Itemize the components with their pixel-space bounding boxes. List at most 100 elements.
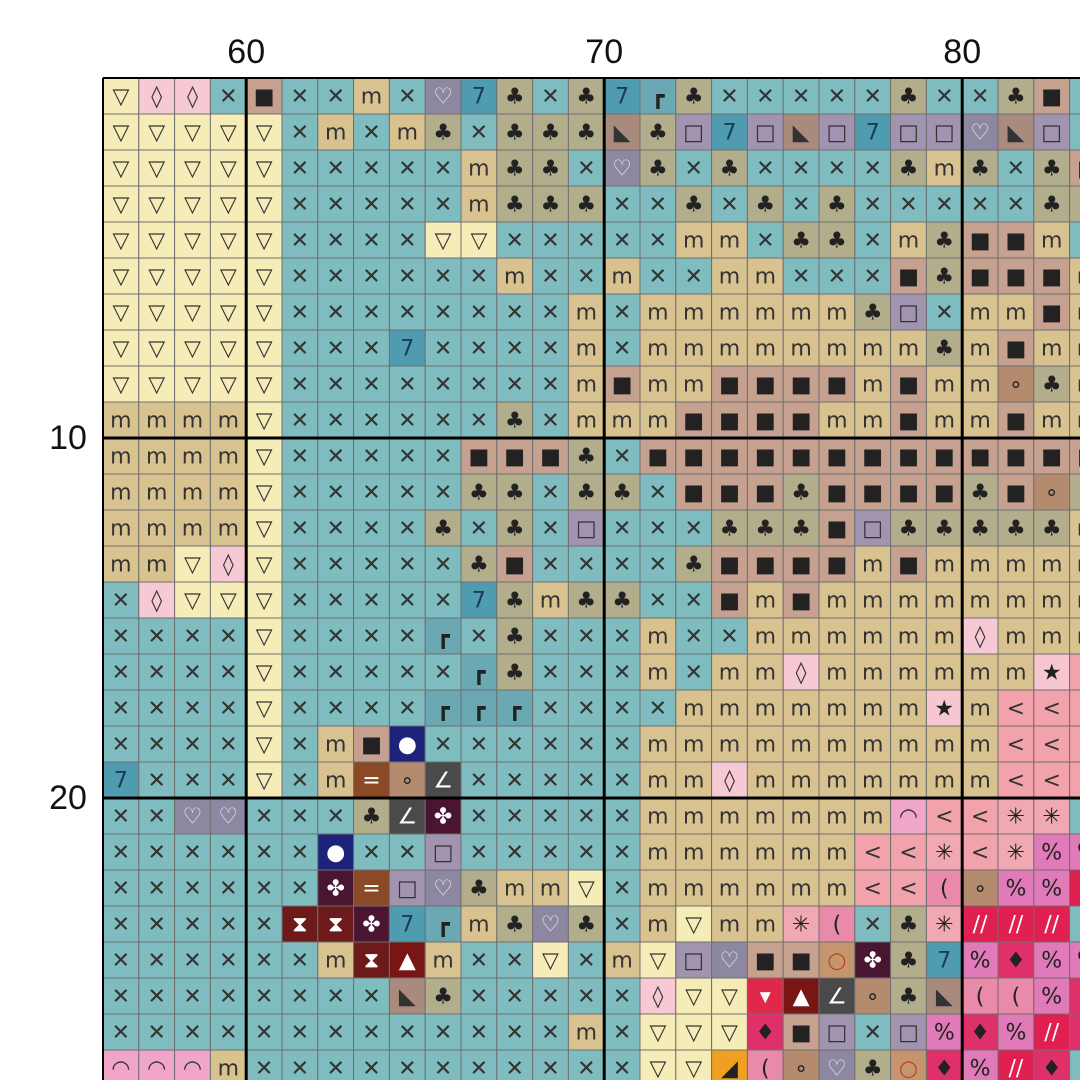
stitch-symbol: m [218,1057,239,1080]
stitch-cell [353,653,390,691]
stitch-symbol: ✕ [577,697,595,722]
stitch-cell [711,617,748,655]
stitch-cell [997,149,1035,187]
stitch-cell [532,725,569,763]
stitch-symbol: ▽ [148,337,165,362]
stitch-symbol: < [935,805,953,830]
stitch-cell [854,329,892,367]
stitch-symbol: < [1078,697,1080,722]
stitch-symbol: ✕ [684,589,702,614]
stitch-symbol: ♣ [1042,517,1062,542]
stitch-cell [675,149,713,187]
stitch-cell [567,365,605,403]
stitch-symbol: ♦ [1006,949,1026,974]
stitch-cell [890,437,927,475]
stitch-symbol: ⧗ [328,913,343,938]
stitch-symbol: m [934,409,955,434]
stitch-symbol: ✳ [935,841,953,866]
stitch-cell [711,833,748,871]
stitch-cell [281,509,319,547]
stitch-cell [639,257,677,295]
stitch-symbol: ■ [791,1021,812,1046]
stitch-symbol: ✕ [291,229,309,254]
stitch-symbol: ✕ [291,85,309,110]
stitch-cell [388,833,426,871]
stitch-symbol: 7 [866,121,880,146]
stitch-symbol: m [969,337,990,362]
stitch-symbol: ■ [862,445,883,470]
stitch-symbol: ■ [898,481,919,506]
stitch-symbol: m [934,769,955,794]
stitch-symbol: m [1077,553,1080,578]
stitch-cell [925,1049,963,1080]
stitch-symbol: ✕ [112,877,130,902]
stitch-symbol: m [755,265,776,290]
stitch-symbol: ✕ [613,805,631,830]
stitch-symbol: ■ [791,373,812,398]
stitch-symbol: m [934,373,955,398]
stitch-cell [746,293,784,331]
stitch-symbol: m [1077,625,1080,650]
stitch-symbol: m [504,265,525,290]
stitch-symbol: ▽ [721,985,738,1010]
stitch-cell [603,725,641,763]
stitch-cell [854,941,892,979]
stitch-cell [782,293,820,331]
stitch-symbol: < [1042,733,1060,758]
stitch-symbol: m [647,661,668,686]
stitch-cell [317,653,355,691]
stitch-cell [854,977,892,1015]
stitch-symbol: m [182,445,203,470]
stitch-cell [961,617,999,655]
stitch-symbol: ▽ [435,229,452,254]
stitch-symbol: ✕ [255,1021,273,1046]
stitch-cell [746,725,784,763]
stitch-symbol: ♡ [183,805,203,830]
stitch-symbol: ✕ [434,157,452,182]
stitch-cell [317,1013,355,1051]
stitch-symbol: ∘ [794,1057,808,1080]
stitch-cell [639,1049,677,1080]
stitch-symbol: ✕ [326,229,344,254]
stitch-symbol: ♣ [612,481,632,506]
stitch-symbol: ▽ [256,661,273,686]
stitch-symbol: ✕ [291,697,309,722]
stitch-cell [281,941,319,979]
stitch-cell [782,437,820,475]
stitch-symbol: ✕ [684,517,702,542]
stitch-symbol: ✕ [147,625,165,650]
stitch-symbol: ✕ [398,157,416,182]
stitch-cell [388,185,426,223]
stitch-symbol: m [862,625,883,650]
stitch-cell [209,689,247,727]
stitch-symbol: □ [397,877,418,902]
stitch-cell [353,185,390,223]
stitch-symbol: ♣ [362,805,382,830]
stitch-symbol: ▽ [256,301,273,326]
stitch-symbol: m [755,805,776,830]
stitch-cell [209,293,247,331]
stitch-symbol: m [1077,409,1080,434]
stitch-symbol: < [863,877,881,902]
stitch-symbol: ✕ [219,985,237,1010]
stitch-cell [1069,545,1080,583]
stitch-symbol: ✤ [434,805,452,830]
stitch-symbol: ✕ [470,841,488,866]
stitch-symbol: ■ [898,265,919,290]
stitch-cell [997,581,1035,619]
stitch-cell [388,401,426,439]
stitch-symbol: ✕ [291,301,309,326]
stitch-symbol: ♡ [827,1057,847,1080]
stitch-symbol: ✕ [434,589,452,614]
stitch-symbol: ✕ [613,517,631,542]
stitch-cell [353,221,390,259]
stitch-cell [567,293,605,331]
stitch-symbol: ✕ [183,1021,201,1046]
stitch-cell [711,869,748,907]
stitch-symbol: ✕ [219,733,237,758]
stitch-symbol: ✕ [291,733,309,758]
stitch-symbol: 7 [472,85,486,110]
stitch-cell [711,941,748,979]
stitch-cell [997,509,1035,547]
stitch-symbol: m [790,301,811,326]
